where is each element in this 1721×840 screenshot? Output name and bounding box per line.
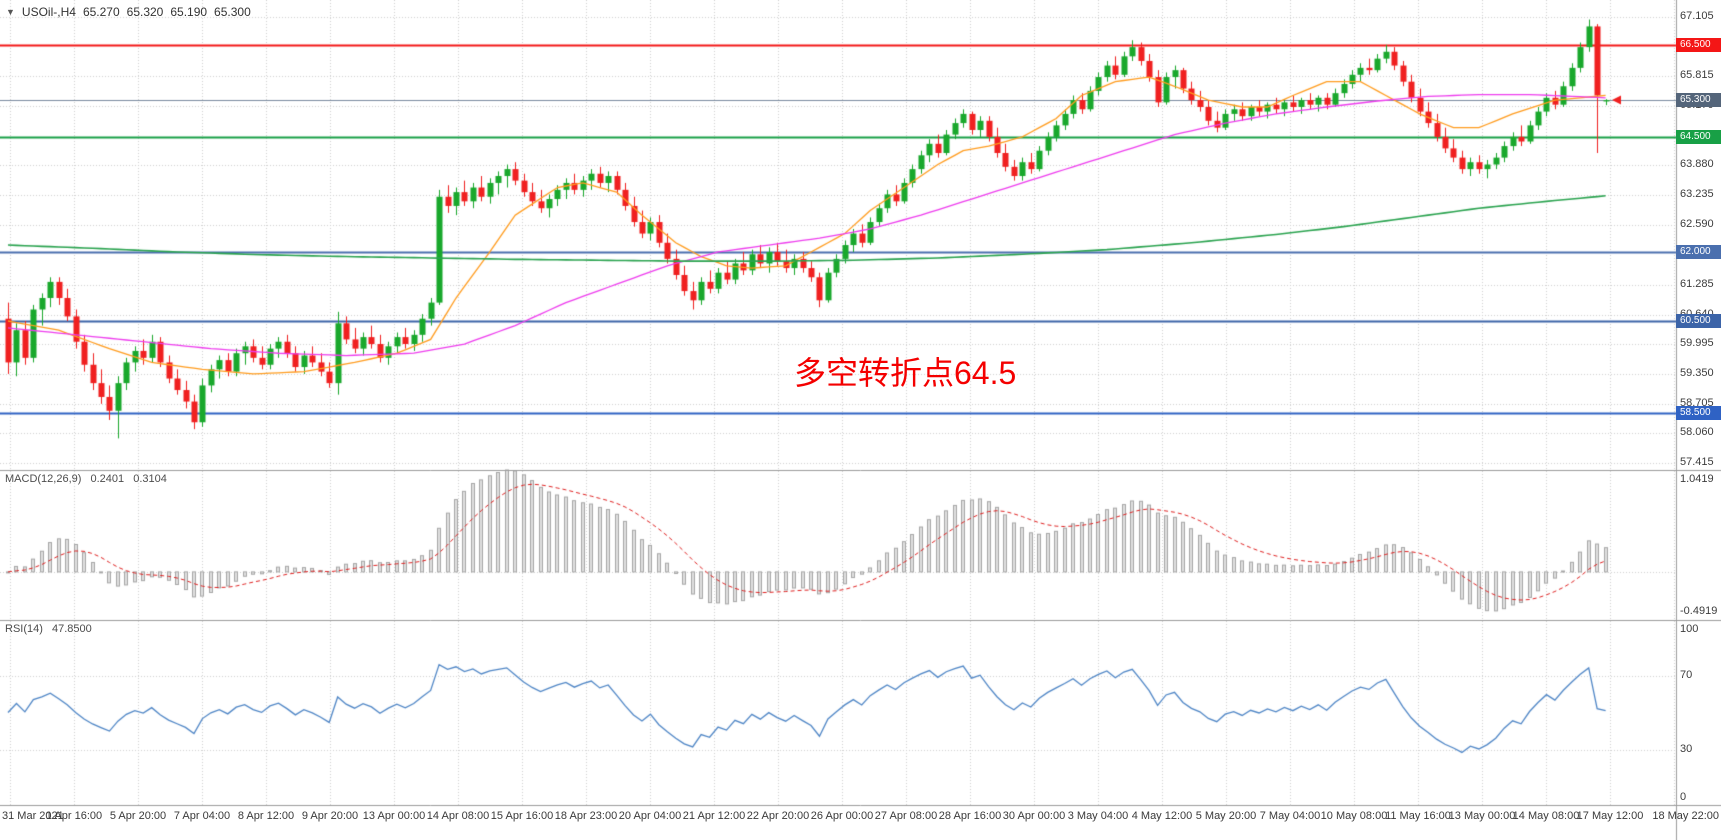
ohlc-close-value: 65.300: [214, 5, 251, 19]
ohlc-low-value: 65.190: [170, 5, 208, 19]
bull-bear-turning-point-annotation: 多空转折点64.5: [794, 355, 1017, 391]
ohlc-high-value: 65.320: [126, 5, 164, 19]
rsi-indicator-label: RSI(14) 47.8500: [5, 623, 98, 635]
macd-signal-value: 0.3104: [133, 473, 167, 485]
chart-header: ▼ USOil-,H4 65.270 65.320 65.190 65.300: [6, 5, 251, 19]
rsi-name: RSI(14): [5, 623, 43, 635]
one-click-trading-icon[interactable]: ▼: [6, 7, 15, 17]
ohlc-open-value: 65.270: [82, 5, 120, 19]
symbol-timeframe-label: USOil-,H4: [21, 5, 76, 19]
macd-main-value: 0.2401: [90, 473, 125, 485]
rsi-value: 47.8500: [51, 623, 92, 635]
macd-name: MACD(12,26,9): [5, 473, 82, 485]
macd-indicator-label: MACD(12,26,9) 0.2401 0.3104: [5, 473, 173, 485]
